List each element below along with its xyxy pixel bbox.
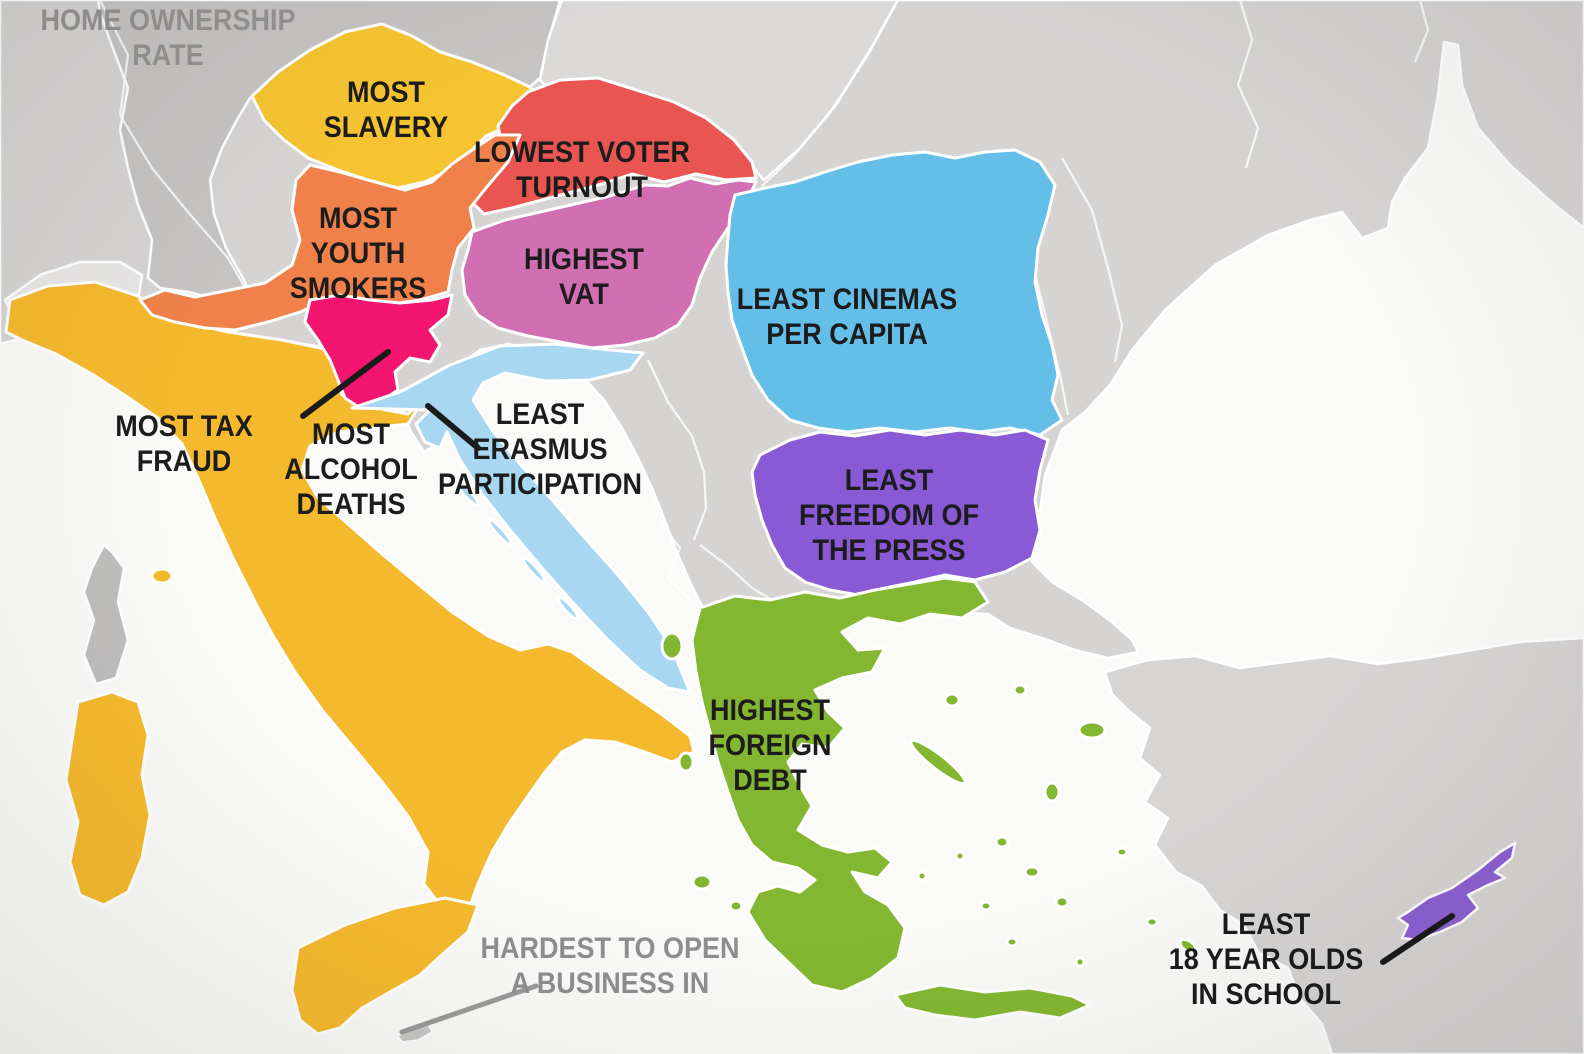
greece-island	[994, 835, 1010, 849]
croatia-mainland	[350, 342, 692, 694]
greece-rhodes	[1178, 937, 1198, 955]
greece-lesbos	[1077, 720, 1107, 740]
italy-sicily	[290, 896, 480, 1036]
greece-island	[1054, 895, 1070, 909]
island-corsica	[82, 543, 130, 686]
country-croatia	[350, 342, 692, 694]
greece-zakynthos	[691, 873, 713, 891]
label-hungary: HIGHEST VAT	[523, 243, 645, 311]
croatia-island	[556, 595, 580, 621]
greece-crete	[893, 983, 1092, 1022]
greece-island	[1012, 683, 1028, 697]
greece-island	[1145, 916, 1159, 928]
greece-island	[1023, 865, 1041, 879]
greece-island	[916, 870, 928, 882]
label-malta: HARDEST TO OPEN A BUSINESS IN	[480, 932, 740, 1000]
croatia-island	[456, 481, 480, 507]
leader-line-cyprus	[1380, 913, 1455, 965]
country-slovenia	[303, 293, 454, 410]
country-turkey	[1103, 636, 1584, 1054]
label-cyprus: LEAST 18 YEAR OLDS IN SCHOOL	[1168, 908, 1364, 1011]
label-bulgaria: LEAST FREEDOM OF THE PRESS	[799, 464, 979, 567]
greece-island	[677, 751, 695, 773]
label-greece: HIGHEST FOREIGN DEBT	[708, 694, 832, 797]
greece-corfu	[660, 631, 684, 661]
gray-country-borders	[99, 0, 1430, 618]
country-romania	[724, 148, 1064, 437]
greece-mainland	[690, 576, 990, 994]
country-hungary	[460, 176, 758, 350]
label-germany: HOME OWNERSHIP RATE	[40, 4, 296, 72]
leader-line-croatia	[425, 403, 481, 451]
country-greece	[660, 576, 1198, 1022]
italy-sardinia	[64, 690, 152, 907]
italy-elba	[150, 567, 174, 585]
label-czech-republic: MOST SLAVERY	[323, 76, 449, 144]
croatia-island	[486, 517, 514, 547]
leader-line-malta	[399, 983, 539, 1035]
greece-island	[1115, 846, 1129, 858]
greece-island	[979, 900, 993, 912]
label-romania: LEAST CINEMAS PER CAPITA	[736, 283, 958, 351]
leader-line-slovenia	[300, 349, 391, 419]
greece-island	[1005, 936, 1019, 948]
country-austria	[138, 133, 522, 332]
country-italy	[4, 280, 696, 1036]
country-cyprus	[1396, 841, 1517, 942]
country-bulgaria	[750, 428, 1050, 597]
greece-island	[728, 899, 744, 913]
croatia-island	[521, 556, 547, 584]
greece-island	[954, 850, 966, 862]
label-slovakia: LOWEST VOTER TURNOUT	[474, 136, 690, 204]
label-austria: MOST YOUTH SMOKERS	[289, 202, 427, 305]
label-croatia: LEAST ERASMUS PARTICIPATION	[438, 398, 642, 501]
greece-island	[1074, 956, 1086, 968]
greece-thasos	[943, 692, 961, 708]
label-slovenia: MOST ALCOHOL DEATHS	[284, 418, 418, 521]
greece-chios	[1043, 781, 1061, 803]
label-italy: MOST TAX FRAUD	[115, 410, 253, 478]
greece-euboea	[909, 738, 967, 786]
